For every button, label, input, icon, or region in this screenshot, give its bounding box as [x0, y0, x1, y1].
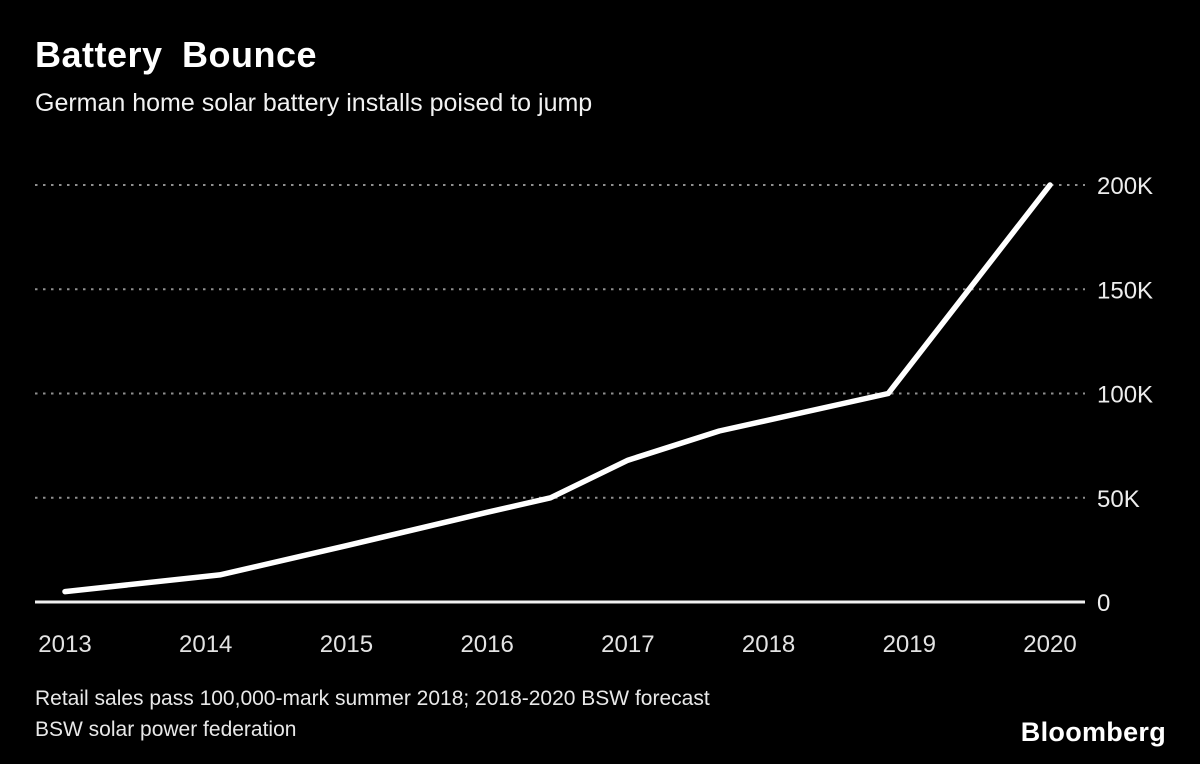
- x-tick-label: 2020: [1023, 631, 1076, 658]
- x-tick-label: 2015: [320, 631, 373, 658]
- y-tick-label: 150K: [1097, 277, 1153, 304]
- data-series-line: [62, 182, 1053, 595]
- x-tick-label: 2017: [601, 631, 654, 658]
- footnote-line-1: Retail sales pass 100,000-mark summer 20…: [35, 687, 710, 710]
- x-tick-label: 2014: [179, 631, 232, 658]
- bloomberg-logo: Bloomberg: [1020, 717, 1166, 747]
- y-tick-label: 50K: [1097, 486, 1140, 513]
- chart-subtitle: German home solar battery installs poise…: [35, 89, 593, 117]
- chart-footnote: Retail sales pass 100,000-mark summer 20…: [35, 683, 710, 745]
- y-tick-label: 0: [1097, 590, 1110, 617]
- x-tick-label: 2019: [883, 631, 936, 658]
- x-tick-label: 2013: [38, 631, 91, 658]
- x-tick-label: 2018: [742, 631, 795, 658]
- y-tick-label: 200K: [1097, 173, 1153, 200]
- chart-title: Battery Bounce: [35, 34, 318, 75]
- x-tick-label: 2016: [460, 631, 513, 658]
- footnote-line-2: BSW solar power federation: [35, 718, 297, 741]
- y-tick-label: 100K: [1097, 382, 1153, 409]
